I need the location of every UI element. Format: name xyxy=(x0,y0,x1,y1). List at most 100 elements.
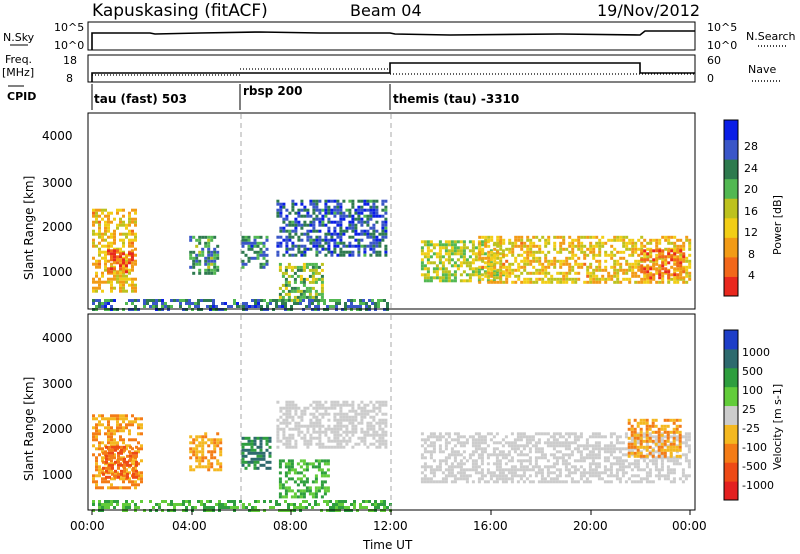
data-cell xyxy=(648,427,652,431)
data-cell xyxy=(195,435,199,439)
data-cell xyxy=(613,259,617,263)
data-cell xyxy=(276,445,280,449)
data-cell xyxy=(588,462,592,466)
data-cell xyxy=(634,265,638,269)
data-cell xyxy=(233,500,236,503)
data-cell xyxy=(92,453,95,457)
data-cell xyxy=(636,462,640,466)
data-cell xyxy=(129,445,132,449)
data-cell xyxy=(300,436,304,440)
data-cell xyxy=(432,468,436,472)
data-cell xyxy=(504,480,508,484)
power-cb-tick-12: 12 xyxy=(744,226,758,239)
data-cell xyxy=(244,241,248,245)
data-cell xyxy=(637,247,641,251)
data-cell xyxy=(278,265,282,269)
data-cell xyxy=(95,462,98,466)
data-cell xyxy=(474,459,478,463)
data-cell xyxy=(259,448,263,452)
data-cell xyxy=(309,241,313,245)
data-cell xyxy=(128,232,131,236)
data-cell xyxy=(613,253,617,257)
data-cell xyxy=(285,415,289,419)
data-cell xyxy=(657,445,661,449)
data-cell xyxy=(453,279,457,283)
data-cell xyxy=(239,500,242,503)
data-cell xyxy=(670,277,674,281)
data-cell xyxy=(377,305,380,308)
data-cell xyxy=(351,400,355,404)
data-cell xyxy=(360,244,364,248)
data-cell xyxy=(137,299,140,302)
data-cell xyxy=(303,223,307,227)
data-cell xyxy=(580,250,584,254)
data-cell xyxy=(616,238,620,242)
data-cell xyxy=(558,432,562,436)
data-cell xyxy=(210,438,214,442)
data-cell xyxy=(532,241,536,245)
data-cell xyxy=(294,223,298,227)
data-cell xyxy=(285,217,289,221)
data-cell xyxy=(678,439,682,443)
data-cell xyxy=(179,302,182,305)
data-cell xyxy=(279,235,283,239)
data-cell xyxy=(296,495,300,499)
data-cell xyxy=(374,305,377,308)
data-cell xyxy=(377,302,380,305)
data-cell xyxy=(456,264,460,268)
data-cell xyxy=(471,435,475,439)
data-cell xyxy=(441,435,445,439)
data-cell xyxy=(588,435,592,439)
data-cell xyxy=(134,299,137,302)
data-cell xyxy=(528,450,532,454)
power-cb-label: Power [dB] xyxy=(771,195,784,255)
data-cell xyxy=(117,466,120,470)
data-cell xyxy=(465,480,469,484)
data-cell xyxy=(351,226,355,230)
data-cell xyxy=(312,205,316,209)
data-cell xyxy=(369,415,373,419)
data-cell xyxy=(309,199,313,203)
data-cell xyxy=(359,299,362,302)
data-cell xyxy=(256,244,260,248)
data-cell xyxy=(615,441,619,445)
data-cell xyxy=(420,273,424,277)
data-cell xyxy=(535,280,539,284)
data-cell xyxy=(101,477,104,481)
data-cell xyxy=(664,255,668,259)
vel-cb-tick-1000: 1000 xyxy=(742,346,770,359)
data-cell xyxy=(462,471,466,475)
data-cell xyxy=(176,299,179,302)
data-cell xyxy=(123,448,126,452)
data-cell xyxy=(339,253,343,257)
data-cell xyxy=(131,302,134,305)
data-cell xyxy=(429,279,433,283)
data-cell xyxy=(561,459,565,463)
data-cell xyxy=(438,462,442,466)
data-cell xyxy=(441,270,445,274)
data-cell xyxy=(438,279,442,283)
data-cell xyxy=(311,271,315,275)
data-cell xyxy=(666,433,670,437)
data-cell xyxy=(216,444,220,448)
data-cell xyxy=(137,447,140,451)
data-cell xyxy=(529,259,533,263)
data-cell xyxy=(317,292,321,296)
data-cell xyxy=(327,199,331,203)
data-cell xyxy=(285,247,289,251)
data-cell xyxy=(576,438,580,442)
data-cell xyxy=(483,480,487,484)
data-cell xyxy=(669,442,673,446)
data-cell xyxy=(658,264,662,268)
data-cell xyxy=(95,214,98,218)
data-cell xyxy=(685,274,689,278)
data-cell xyxy=(336,418,340,422)
data-cell xyxy=(633,454,637,458)
data-cell xyxy=(643,244,647,248)
data-cell xyxy=(676,258,680,262)
data-cell xyxy=(155,503,158,506)
data-cell xyxy=(627,462,631,466)
data-cell xyxy=(125,280,128,284)
data-cell xyxy=(609,450,613,454)
data-cell xyxy=(462,444,466,448)
